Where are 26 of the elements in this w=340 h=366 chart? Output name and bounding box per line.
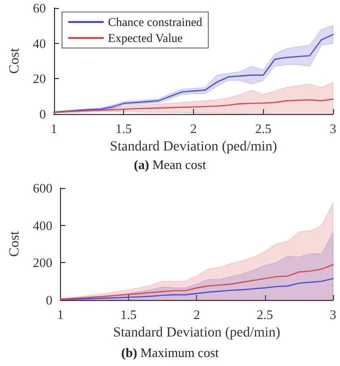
y-axis-title: Cost [8, 48, 22, 74]
x-tick-label: 1 [50, 121, 58, 136]
y-tick-label: 0 [39, 106, 46, 122]
x-tick-label: 3 [330, 121, 336, 136]
x-axis-title: Standard Deviation (ped/min) [113, 326, 281, 340]
y-tick-label: 400 [32, 218, 52, 233]
text: (a) Mean cost [134, 157, 206, 172]
x-tick-label: 2 [190, 121, 197, 136]
x-axis-title: Standard Deviation (ped/min) [110, 140, 278, 154]
x-tick-label: 2.5 [255, 121, 272, 136]
x-tick-label: 2.5 [256, 307, 273, 322]
y-tick-label: 40 [32, 36, 46, 51]
y-tick-label: 60 [32, 0, 46, 16]
x-tick-label: 1.5 [116, 121, 132, 136]
legend-label: Chance constrained [108, 15, 202, 29]
y-tick-label: 20 [32, 71, 46, 86]
x-tick-label: 2 [193, 307, 200, 322]
x-tick-label: 1.5 [120, 307, 137, 322]
text: (b) Maximum cost [121, 345, 220, 360]
x-tick-label: 1 [57, 307, 64, 322]
y-tick-label: 0 [46, 292, 52, 308]
legend-label: Expected Value [108, 31, 183, 45]
y-axis-title: Cost [8, 231, 22, 257]
y-tick-label: 200 [32, 255, 52, 270]
y-tick-label: 600 [32, 180, 52, 196]
x-tick-label: 3 [330, 307, 336, 322]
